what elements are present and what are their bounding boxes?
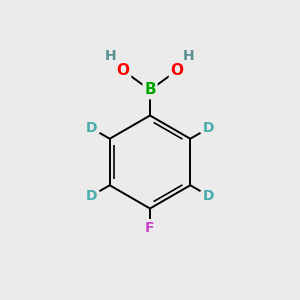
Text: F: F [145,221,155,235]
Text: D: D [85,189,97,203]
Text: O: O [116,63,130,78]
Text: D: D [203,189,215,203]
Text: H: H [183,49,195,62]
Text: O: O [170,63,184,78]
Text: D: D [203,121,215,135]
Text: B: B [144,82,156,98]
Text: H: H [105,49,117,62]
Text: D: D [85,121,97,135]
